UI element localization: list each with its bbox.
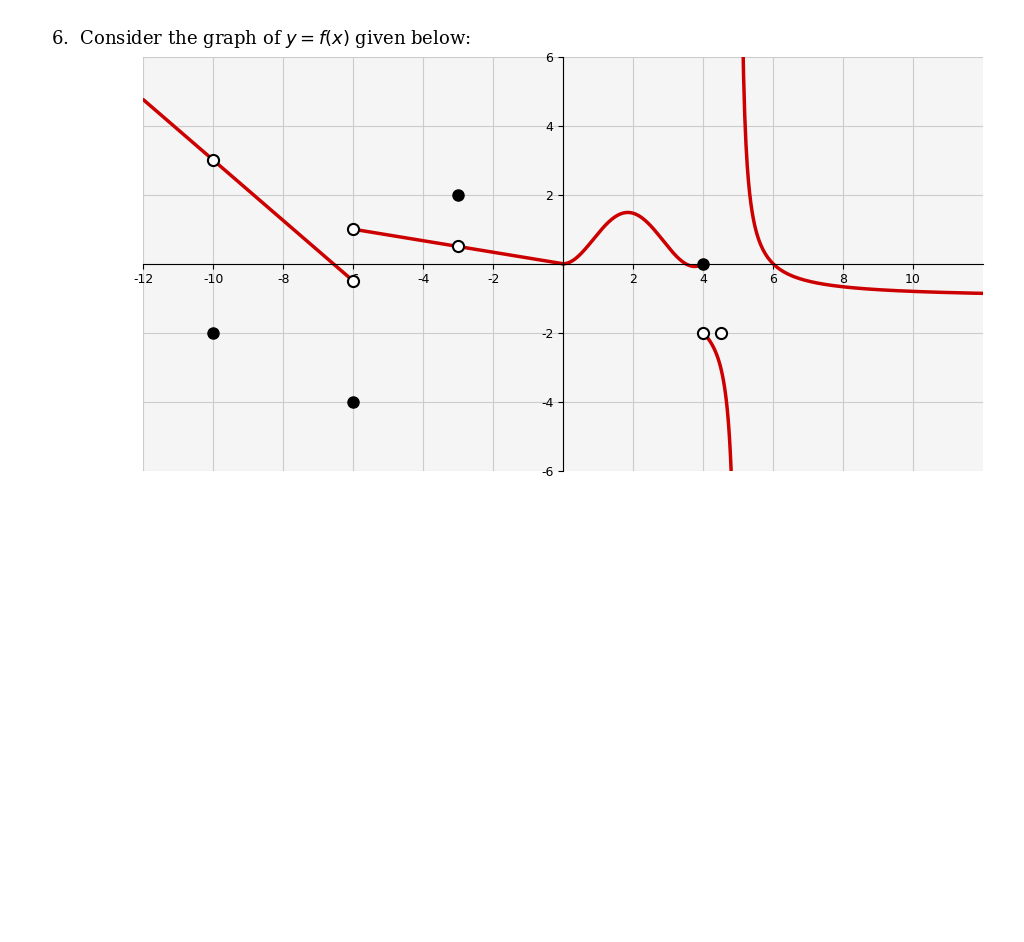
Text: 6.  Consider the graph of $y = f(x)$ given below:: 6. Consider the graph of $y = f(x)$ give… [51, 28, 471, 50]
